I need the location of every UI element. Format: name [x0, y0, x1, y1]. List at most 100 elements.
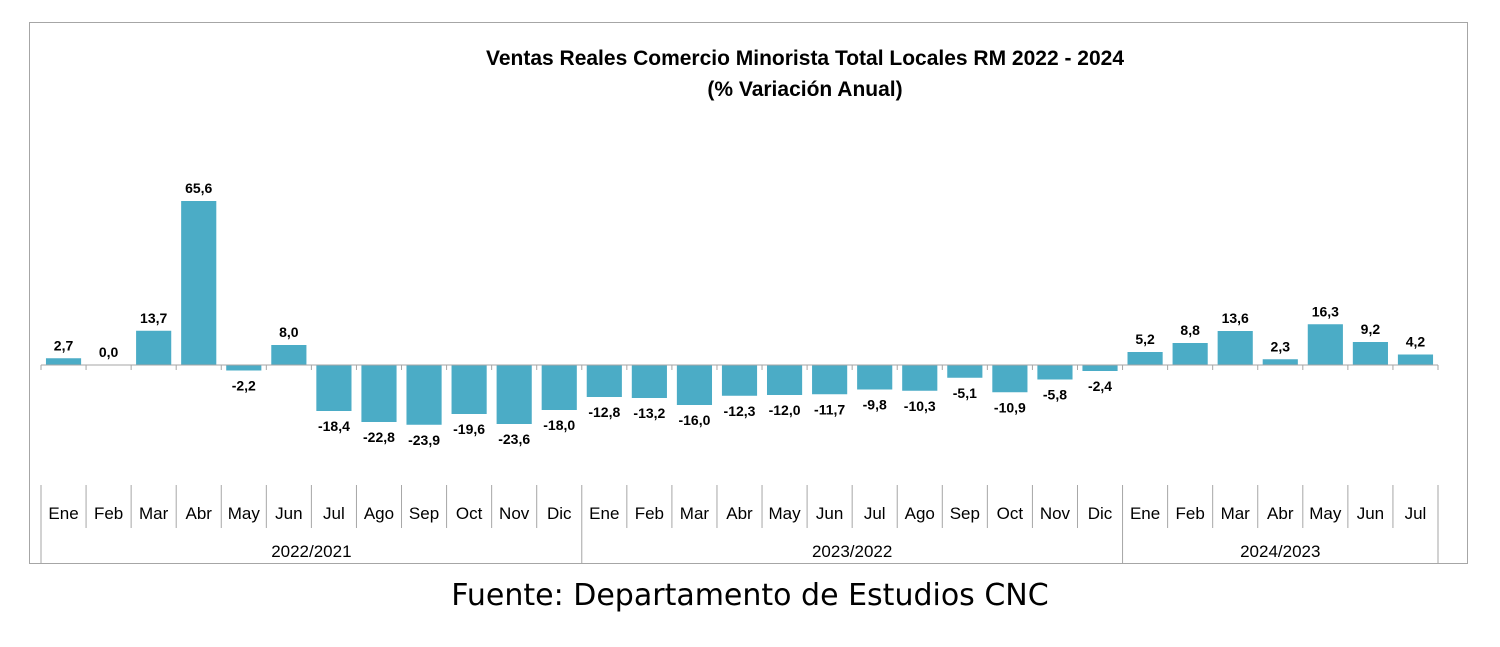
data-label: -12,3	[724, 403, 756, 419]
bar	[766, 365, 803, 395]
bar	[1172, 343, 1208, 365]
bar	[271, 345, 307, 365]
x-tick-label: Jun	[275, 504, 302, 523]
bar	[541, 365, 577, 410]
data-label: -18,0	[543, 417, 575, 433]
x-tick-label: Oct	[456, 504, 483, 523]
bar	[496, 365, 532, 424]
x-tick-label: Feb	[635, 504, 664, 523]
x-tick-label: Abr	[1267, 504, 1294, 523]
x-tick-label: Jul	[323, 504, 345, 523]
x-tick-label: Ago	[364, 504, 394, 523]
group-label: 2023/2022	[812, 542, 892, 561]
bar	[1082, 365, 1118, 371]
data-label: -10,9	[994, 399, 1026, 415]
chart-frame: Ventas Reales Comercio Minorista Total L…	[29, 22, 1468, 564]
bar	[361, 365, 397, 422]
axis-layer: Ene Feb Mar Abr May Jun Jul Ago Sep Oct Nov Dic Ene F…	[40, 364, 1439, 564]
data-label: -23,6	[498, 431, 530, 447]
x-tick-label: Jul	[864, 504, 886, 523]
bar	[1217, 331, 1253, 365]
data-label: -18,4	[318, 418, 350, 434]
data-label: -2,2	[232, 378, 256, 394]
source-note: Fuente: Departamento de Estudios CNC	[451, 578, 1049, 613]
x-tick-label: Feb	[94, 504, 123, 523]
x-tick-label: May	[228, 504, 261, 523]
x-tick-label: Nov	[1040, 504, 1071, 523]
x-tick-label: Sep	[950, 504, 980, 523]
x-tick-label: Mar	[1221, 504, 1251, 523]
data-label: -13,2	[633, 405, 665, 421]
bar	[631, 365, 667, 398]
x-tick-label: May	[769, 504, 802, 523]
data-label: 16,3	[1312, 303, 1339, 319]
data-label: 0,0	[99, 344, 119, 360]
data-label: 4,2	[1406, 334, 1426, 350]
bar	[406, 365, 442, 425]
data-label: 2,7	[54, 337, 74, 353]
x-tick-label: Jun	[816, 504, 843, 523]
bar	[586, 365, 622, 397]
data-label: 8,0	[279, 324, 299, 340]
bar	[676, 365, 713, 405]
x-tick-label: Sep	[409, 504, 439, 523]
data-label: -23,9	[408, 432, 440, 448]
bar	[992, 365, 1028, 393]
group-label: 2024/2023	[1240, 542, 1320, 561]
bars-layer: 2,7 0,0 13,7 65,6 -2,2 8,0 -18,4 -22,8 -23,9 -19,…	[45, 180, 1434, 448]
bar	[1262, 359, 1298, 365]
group-label: 2022/2021	[271, 542, 351, 561]
data-label: -12,8	[588, 404, 620, 420]
x-tick-label: Abr	[726, 504, 753, 523]
x-tick-label: May	[1309, 504, 1342, 523]
bar	[45, 358, 82, 365]
chart-subtitle: (% Variación Anual)	[707, 78, 902, 101]
bar	[1307, 324, 1343, 365]
data-label: -11,7	[814, 401, 845, 417]
x-tick-label: Feb	[1175, 504, 1204, 523]
data-label: -10,3	[904, 398, 936, 414]
x-tick-label: Dic	[547, 504, 572, 523]
x-tick-label: Nov	[499, 504, 530, 523]
x-tick-label: Jul	[1405, 504, 1427, 523]
data-label: -5,1	[953, 385, 977, 401]
bar-chart: Ventas Reales Comercio Minorista Total L…	[40, 47, 1439, 564]
bar	[1352, 342, 1388, 365]
data-label: 5,2	[1135, 331, 1155, 347]
data-label: 2,3	[1271, 338, 1291, 354]
bar	[1127, 352, 1163, 365]
x-tick-label: Dic	[1088, 504, 1113, 523]
bar	[226, 365, 262, 371]
data-label: -22,8	[363, 429, 395, 445]
bar	[947, 365, 983, 378]
bar	[812, 365, 848, 395]
data-label: -5,8	[1043, 387, 1067, 403]
data-label: 13,6	[1222, 310, 1249, 326]
data-label: -12,0	[769, 402, 801, 418]
bar	[902, 365, 938, 391]
bar	[1037, 365, 1073, 380]
x-tick-label: Mar	[680, 504, 710, 523]
data-label: -9,8	[863, 397, 887, 413]
x-tick-label: Ene	[1130, 504, 1160, 523]
data-label: -2,4	[1088, 378, 1112, 394]
bar	[181, 201, 217, 365]
bar	[857, 365, 893, 390]
data-label: 65,6	[185, 180, 212, 196]
bar	[451, 365, 487, 414]
chart-title: Ventas Reales Comercio Minorista Total L…	[486, 47, 1124, 70]
data-label: 13,7	[140, 310, 167, 326]
x-tick-label: Oct	[997, 504, 1024, 523]
bar	[136, 330, 172, 365]
data-label: 8,8	[1180, 322, 1200, 338]
bar	[316, 365, 352, 411]
x-tick-label: Ene	[589, 504, 619, 523]
bar	[1397, 354, 1434, 365]
bar	[721, 365, 758, 396]
x-tick-label: Abr	[185, 504, 212, 523]
x-tick-label: Ene	[48, 504, 78, 523]
x-tick-label: Ago	[905, 504, 935, 523]
data-label: -16,0	[678, 412, 710, 428]
x-tick-label: Jun	[1357, 504, 1384, 523]
data-label: 9,2	[1361, 321, 1381, 337]
